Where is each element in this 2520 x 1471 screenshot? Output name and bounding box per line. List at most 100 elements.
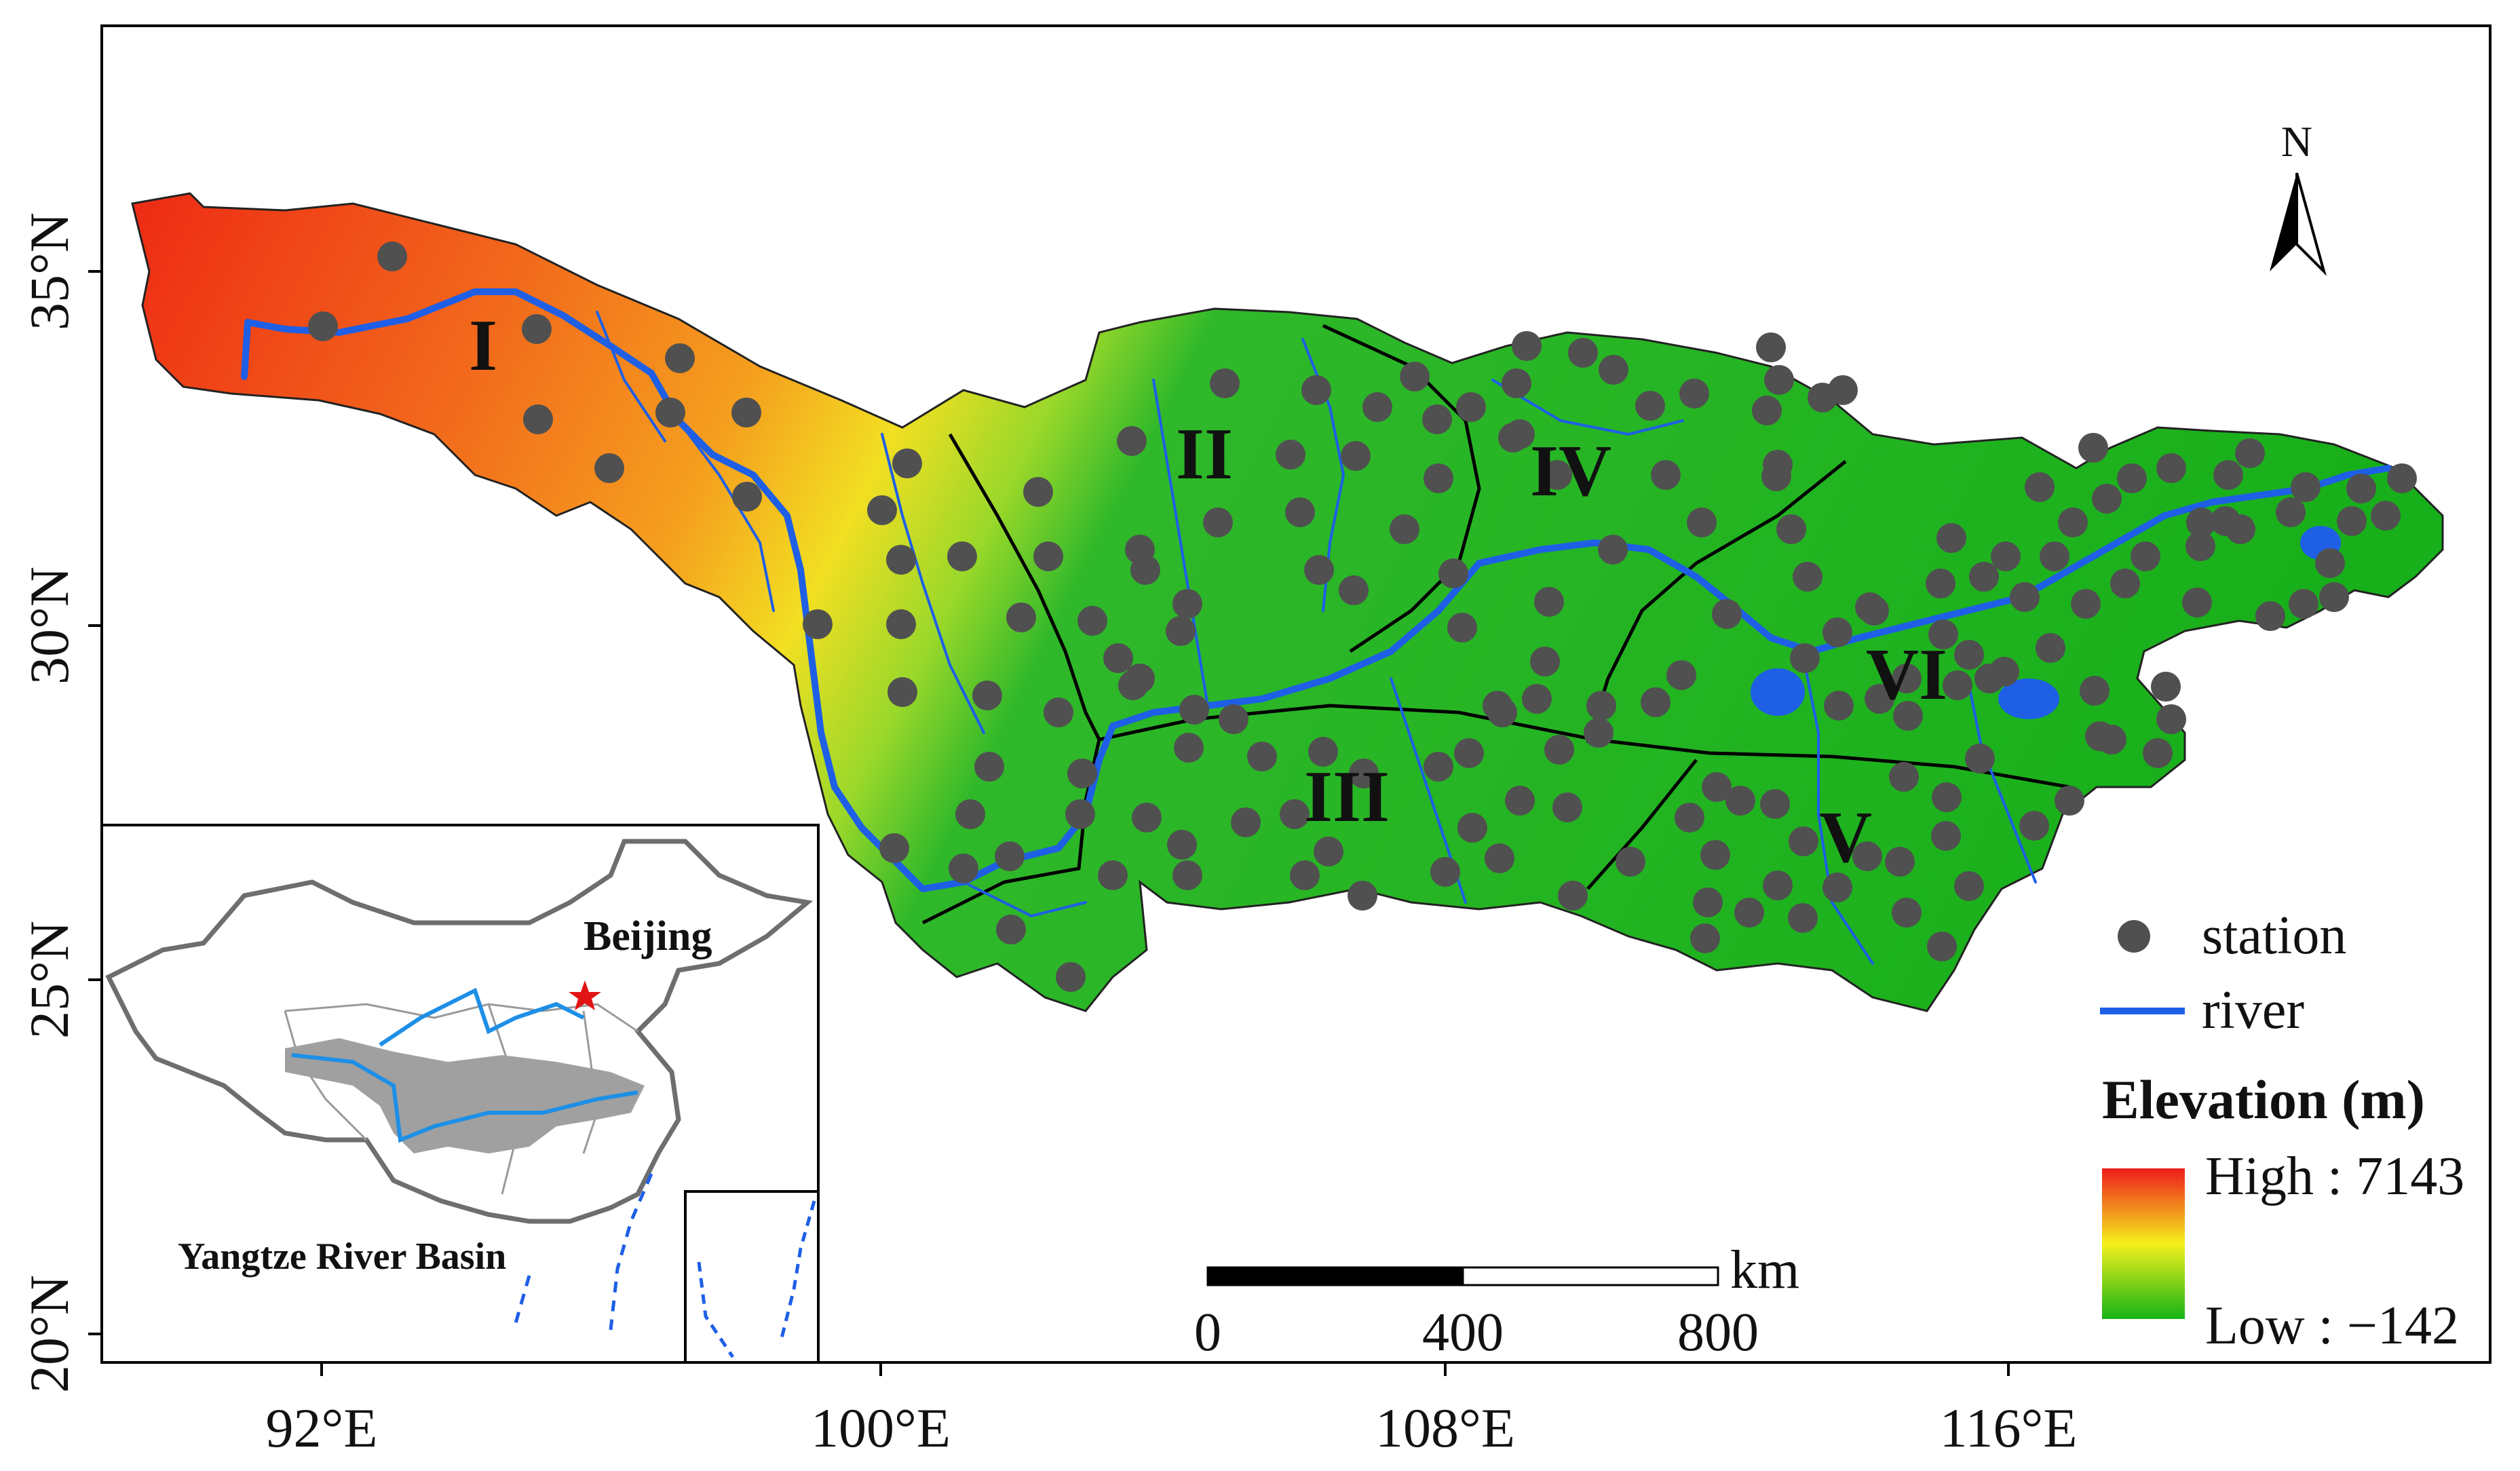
station-point (731, 398, 761, 427)
station-point (1679, 379, 1709, 408)
river-network (241, 288, 2392, 965)
station-point (1700, 840, 1730, 870)
station-point (2226, 514, 2255, 544)
station-point (1132, 803, 1162, 833)
station-point (2055, 786, 2084, 816)
station-point (1166, 616, 1196, 646)
station-point (1926, 569, 1955, 598)
scale-bar: km 0 400 800 (1194, 1240, 1799, 1362)
station-point (1965, 744, 1995, 773)
station-point (1954, 871, 1984, 901)
station-point (2117, 463, 2147, 493)
inset-beijing-label: Beijing (584, 913, 712, 959)
station-point (1103, 643, 1133, 673)
station-point (803, 609, 833, 639)
station-point (1734, 898, 1764, 928)
station-point (1852, 841, 1882, 871)
station-point (1544, 735, 1574, 765)
station-point (1568, 338, 1598, 368)
station-point (1438, 558, 1468, 588)
station-point (1349, 759, 1379, 788)
scale-unit: km (1730, 1240, 1799, 1300)
station-point (2040, 541, 2069, 571)
station-point (1552, 792, 1582, 822)
station-point (2255, 601, 2285, 631)
station-point (972, 681, 1002, 710)
station-point (2182, 588, 2212, 617)
station-point (1077, 606, 1107, 636)
legend-river-label: river (2202, 980, 2304, 1040)
station-point (1172, 860, 1202, 890)
station-point (1117, 426, 1147, 456)
station-point (974, 752, 1004, 782)
station-point (1285, 497, 1315, 527)
station-point (308, 311, 338, 341)
station-point (1693, 887, 1723, 917)
station-points (308, 242, 2417, 992)
map-legend: station river Elevation (m) High : 7143 … (2100, 906, 2464, 1356)
x-tick-label: 92°E (266, 1397, 378, 1459)
station-point (1308, 737, 1338, 767)
station-point (2143, 738, 2173, 768)
station-point (1280, 799, 1310, 829)
station-point (955, 799, 985, 829)
station-point (2078, 433, 2108, 463)
station-point (2387, 463, 2417, 493)
station-point (2156, 453, 2186, 483)
station-point (2186, 508, 2216, 537)
station-point (732, 482, 762, 512)
station-point (1505, 786, 1535, 816)
legend-elevation-low: Low : −142 (2205, 1296, 2459, 1356)
legend-elevation-title: Elevation (m) (2102, 1069, 2425, 1130)
station-point (1598, 535, 1628, 565)
station-point (879, 833, 909, 863)
station-point (1776, 514, 1806, 544)
station-point (1828, 375, 1858, 405)
station-point (2131, 541, 2160, 571)
station-point (2276, 497, 2306, 527)
station-point (1927, 932, 1957, 961)
station-point (1558, 881, 1588, 911)
station-point (1892, 664, 1922, 693)
yangtze-main-river (241, 288, 2392, 892)
station-point (2291, 472, 2321, 502)
station-point (2110, 569, 2140, 598)
station-point (947, 541, 977, 571)
station-point (1931, 821, 1961, 851)
station-point (1362, 392, 1392, 422)
station-point (2092, 484, 2122, 514)
north-arrow: N (2270, 117, 2327, 276)
station-point (1056, 962, 1086, 992)
station-point (522, 314, 552, 344)
station-point (2346, 474, 2376, 503)
station-point (1865, 684, 1894, 714)
station-point (887, 677, 917, 707)
region-label-ii: II (1176, 414, 1233, 495)
station-point (1424, 752, 1453, 782)
region-label-iii: III (1304, 757, 1390, 837)
scale-label-400: 400 (1422, 1303, 1504, 1362)
station-point (1456, 392, 1486, 422)
station-point (1390, 514, 1419, 544)
station-point (1616, 847, 1645, 877)
x-tick-label: 116°E (1940, 1397, 2078, 1459)
station-point (1936, 523, 1966, 553)
station-point (1763, 450, 1793, 480)
station-point (2071, 589, 2101, 619)
station-point (1174, 733, 1204, 763)
station-point (665, 343, 695, 373)
station-point (892, 448, 922, 478)
inset-basin-label: Yangtze River Basin (178, 1236, 506, 1278)
station-point (1690, 923, 1720, 953)
station-point (1512, 331, 1542, 361)
station-point (2337, 506, 2367, 536)
station-point (1454, 738, 1484, 768)
station-point (1502, 368, 1531, 398)
station-point (2080, 676, 2109, 706)
station-point (1599, 355, 1628, 385)
station-point (1210, 368, 1240, 398)
station-point (1666, 660, 1696, 690)
station-point (1789, 826, 1818, 856)
legend-station-label: station (2202, 906, 2346, 966)
